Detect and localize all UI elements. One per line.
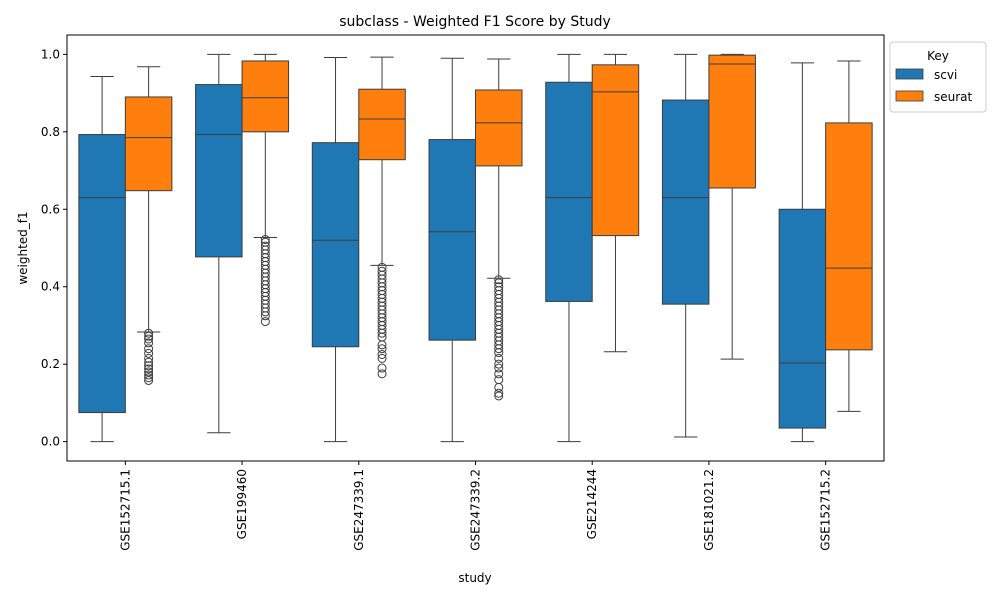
outlier-point bbox=[144, 361, 154, 371]
box-scvi-5 bbox=[661, 53, 710, 438]
box-iqr bbox=[475, 89, 523, 167]
box-iqr bbox=[241, 60, 290, 133]
outlier-point bbox=[377, 350, 387, 359]
outlier-point bbox=[494, 353, 504, 363]
outlier-point bbox=[144, 328, 154, 338]
outlier-point bbox=[494, 359, 504, 369]
outlier-point bbox=[494, 391, 504, 401]
y-tick-label: 0.2 bbox=[41, 357, 60, 371]
y-tick-label: 0.6 bbox=[41, 202, 60, 216]
outlier-point bbox=[494, 388, 504, 398]
outlier-point bbox=[144, 364, 154, 374]
outlier-point bbox=[260, 317, 270, 327]
outlier-point bbox=[494, 369, 504, 379]
outlier-point bbox=[377, 353, 387, 363]
box-iqr bbox=[358, 88, 406, 161]
x-axis-label: study bbox=[458, 571, 491, 585]
box-iqr bbox=[708, 54, 756, 189]
box-scvi-3 bbox=[428, 57, 476, 443]
outlier-point bbox=[260, 234, 270, 244]
box-scvi-1 bbox=[195, 53, 243, 434]
outlier-point bbox=[377, 266, 387, 276]
box-iqr bbox=[661, 99, 710, 305]
outlier-point bbox=[144, 338, 154, 348]
box-iqr bbox=[591, 64, 640, 237]
box-seurat-2 bbox=[358, 56, 406, 379]
legend-swatch-seurat bbox=[895, 90, 924, 102]
x-tick-label: GSE152715.1 bbox=[118, 469, 132, 551]
outlier-point bbox=[494, 363, 504, 373]
outlier-point bbox=[144, 334, 154, 344]
y-tick-label: 0.4 bbox=[41, 280, 60, 294]
box-seurat-1 bbox=[241, 53, 290, 327]
legend-label-seurat: seurat bbox=[934, 90, 973, 104]
x-tick-label: GSE214244 bbox=[585, 469, 599, 539]
chart-title: subclass - Weighted F1 Score by Study bbox=[339, 14, 611, 30]
legend-label-scvi: scvi bbox=[934, 68, 957, 82]
outlier-point bbox=[144, 373, 154, 383]
outlier-point bbox=[144, 367, 154, 377]
outlier-point bbox=[260, 241, 270, 251]
box-seurat-0 bbox=[124, 66, 173, 385]
outlier-point bbox=[144, 331, 154, 341]
box-scvi-6 bbox=[778, 62, 827, 443]
x-tick-label: GSE152715.2 bbox=[819, 469, 833, 551]
box-seurat-4 bbox=[591, 53, 640, 353]
outlier-point bbox=[144, 375, 154, 385]
plot-area bbox=[78, 53, 873, 443]
box-seurat-5 bbox=[708, 53, 756, 360]
legend-title: Key bbox=[927, 49, 949, 63]
outlier-point bbox=[144, 348, 154, 358]
y-tick-label: 0.0 bbox=[41, 435, 60, 449]
box-iqr bbox=[124, 96, 173, 192]
x-tick-label: GSE181021.2 bbox=[702, 469, 716, 551]
outlier-point bbox=[494, 375, 504, 385]
box-scvi-2 bbox=[311, 56, 360, 443]
x-tick-label: GSE247339.1 bbox=[352, 469, 366, 551]
outlier-point bbox=[377, 262, 387, 272]
outlier-point bbox=[377, 344, 387, 354]
y-axis: 0.0 0.2 0.4 0.6 0.8 1.0 bbox=[41, 47, 67, 449]
box-iqr bbox=[825, 122, 873, 351]
outlier-point bbox=[494, 278, 504, 288]
y-tick-label: 1.0 bbox=[41, 47, 60, 61]
box-iqr bbox=[195, 84, 243, 258]
box-iqr bbox=[428, 139, 476, 341]
legend: Key scvi seurat bbox=[889, 41, 987, 113]
x-tick-label: GSE247339.2 bbox=[469, 469, 483, 551]
x-tick-label: GSE199460 bbox=[235, 469, 249, 539]
box-scvi-4 bbox=[545, 53, 593, 443]
box-seurat-3 bbox=[475, 58, 523, 401]
outlier-point bbox=[377, 369, 387, 379]
outlier-point bbox=[260, 237, 270, 247]
x-axis: GSE152715.1 GSE199460 GSE247339.1 GSE247339… bbox=[118, 461, 833, 551]
outlier-point bbox=[377, 363, 387, 373]
box-scvi-0 bbox=[78, 75, 126, 443]
outlier-point bbox=[494, 282, 504, 292]
outlier-point bbox=[144, 344, 154, 354]
outlier-point bbox=[494, 275, 504, 285]
legend-swatch-scvi bbox=[895, 68, 924, 80]
box-iqr bbox=[311, 142, 360, 348]
outlier-point bbox=[144, 357, 154, 367]
outlier-point bbox=[494, 382, 504, 392]
box-seurat-6 bbox=[825, 60, 873, 412]
box-iqr bbox=[545, 81, 593, 302]
box-iqr bbox=[778, 208, 827, 429]
outlier-point bbox=[144, 370, 154, 380]
outlier-point bbox=[144, 353, 154, 363]
box-iqr bbox=[78, 134, 126, 414]
y-axis-label: weighted_f1 bbox=[16, 211, 30, 284]
y-tick-label: 0.8 bbox=[41, 125, 60, 139]
